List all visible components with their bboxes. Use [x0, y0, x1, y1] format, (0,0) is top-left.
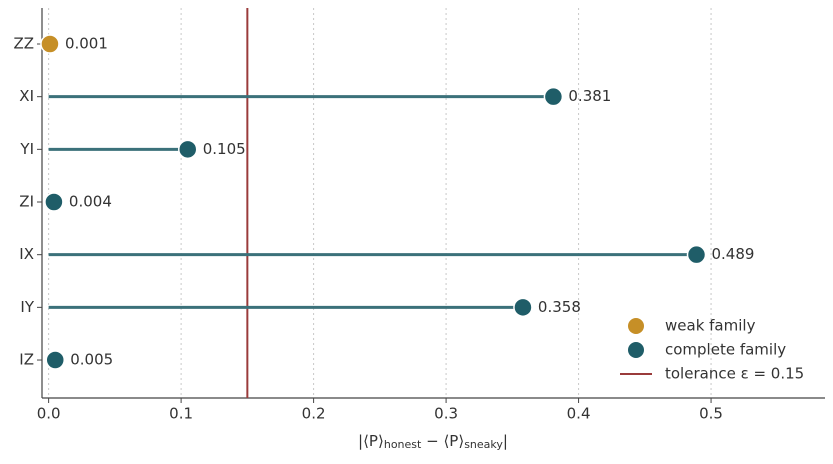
value-label: 0.105: [203, 140, 246, 158]
dot: [45, 350, 65, 370]
value-label: 0.001: [65, 35, 108, 53]
x-tick-label: 0.4: [567, 405, 591, 423]
y-tick-label: ZZ: [13, 35, 34, 53]
dot: [686, 244, 707, 265]
legend-label: tolerance ε = 0.15: [665, 365, 804, 383]
value-label: 0.005: [70, 351, 113, 369]
y-tick-label: YI: [19, 140, 34, 158]
y-tick-label: IY: [20, 298, 34, 316]
y-tick-label: IZ: [19, 351, 34, 369]
x-axis-label: |⟨P⟩honest − ⟨P⟩sneaky|: [358, 432, 508, 452]
dot: [513, 297, 533, 318]
x-axis-label-subscript: sneaky: [464, 438, 503, 451]
legend-label: weak family: [665, 317, 756, 335]
x-tick-label: 0.3: [434, 405, 458, 423]
x-axis-label-subscript: honest: [384, 438, 422, 451]
legend-marker: [628, 342, 644, 358]
x-tick-label: 0.2: [302, 405, 326, 423]
y-tick-label: XI: [19, 87, 34, 105]
x-tick-label: 0.0: [37, 405, 61, 423]
dot: [44, 192, 64, 212]
x-axis-label-part: |⟨P⟩: [358, 432, 384, 450]
legend-label: complete family: [665, 341, 786, 359]
x-axis-label-part: − ⟨P⟩: [421, 432, 464, 450]
x-tick-label: 0.5: [699, 405, 723, 423]
value-label: 0.489: [711, 245, 754, 263]
legend-marker: [628, 318, 644, 334]
x-axis-label-part: |: [503, 432, 508, 450]
y-tick-label: IX: [19, 245, 34, 263]
x-tick-label: 0.1: [169, 405, 193, 423]
dot: [543, 86, 564, 107]
value-label: 0.004: [69, 193, 112, 211]
dot: [177, 139, 198, 160]
y-tick-label: ZI: [19, 193, 34, 211]
dot: [40, 34, 60, 54]
value-label: 0.381: [568, 87, 611, 105]
value-label: 0.358: [538, 298, 581, 316]
